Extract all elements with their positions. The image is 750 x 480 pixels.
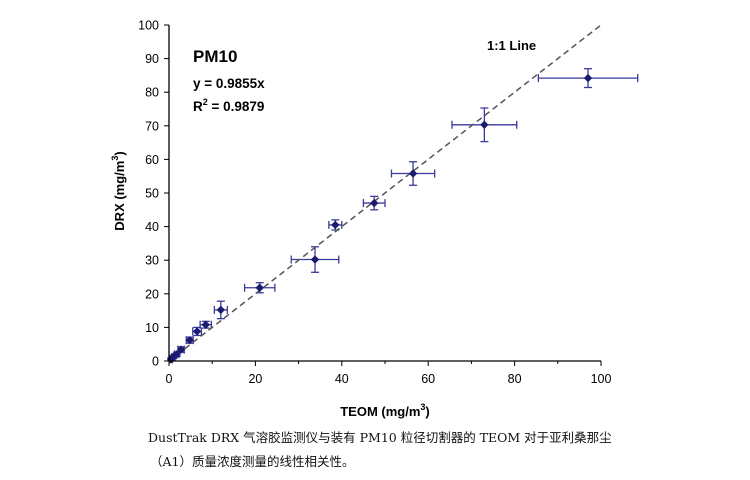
- x-tick-label: 0: [166, 372, 173, 386]
- y-tick-label: 60: [145, 153, 159, 167]
- y-tick-label: 40: [145, 220, 159, 234]
- data-point: [310, 255, 320, 264]
- chart: 0 20 40 60 80 100 0 10 20 30 40 50 60 70 80 90 100 PM10…: [110, 19, 639, 419]
- y-tick-label: 50: [145, 187, 159, 201]
- y-axis-label-end: ): [112, 151, 127, 155]
- x-tick-label: 20: [248, 372, 262, 386]
- x-axis-label: TEOM (mg/m3): [340, 402, 430, 419]
- y-tick-label: 100: [138, 19, 159, 33]
- x-axis-label-sup: 3: [420, 402, 425, 412]
- y-tick-label: 10: [145, 321, 159, 335]
- x-tick-label: 40: [335, 372, 349, 386]
- x-axis-label-text: TEOM (mg/m: [340, 404, 420, 419]
- x-tick-label: 80: [508, 372, 522, 386]
- y-tick-label: 80: [145, 86, 159, 100]
- data-point: [480, 120, 489, 129]
- r-squared-prefix: R: [193, 99, 203, 114]
- r-squared-label: R2 = 0.9879: [193, 97, 264, 114]
- one-to-one-label: 1:1 Line: [487, 38, 536, 53]
- data-point: [185, 335, 194, 345]
- data-point: [408, 169, 418, 178]
- y-tick-label: 30: [145, 254, 159, 268]
- y-tick-label: 70: [145, 119, 159, 133]
- data-point: [331, 220, 340, 230]
- y-tick-label: 90: [145, 52, 159, 66]
- figure-caption-line-2: （A1）质量浓度测量的线性相关性。: [150, 454, 355, 469]
- y-axis-label-sup: 3: [110, 156, 120, 161]
- regression-equation: y = 0.9855x: [193, 76, 265, 91]
- x-ticks: 0 20 40 60 80 100: [166, 361, 612, 386]
- data-point: [176, 345, 186, 354]
- r-squared-sup: 2: [203, 97, 208, 107]
- figure-caption-line-1: DustTrak DRX 气溶胶监测仪与装有 PM10 粒径切割器的 TEOM …: [148, 430, 612, 445]
- y-tick-label: 0: [152, 355, 159, 369]
- y-tick-label: 20: [145, 287, 159, 301]
- data-point: [192, 327, 202, 336]
- y-ticks: 0 10 20 30 40 50 60 70 80 90 100: [138, 19, 169, 369]
- data-points: [166, 73, 593, 364]
- data-point: [172, 350, 181, 359]
- data-point: [201, 320, 210, 329]
- one-to-one-line: [168, 24, 602, 362]
- x-tick-label: 60: [421, 372, 435, 386]
- y-axis-label: DRX (mg/m3): [110, 151, 127, 230]
- y-axis-label-text: DRX (mg/m: [112, 161, 127, 231]
- data-point: [216, 305, 226, 315]
- x-axis-label-end: ): [425, 404, 429, 419]
- data-point: [370, 198, 379, 208]
- data-point: [255, 283, 264, 292]
- r-squared-value: = 0.9879: [208, 99, 265, 114]
- annotation-title: PM10: [193, 47, 237, 66]
- x-tick-label: 100: [591, 372, 612, 386]
- data-point: [583, 73, 593, 83]
